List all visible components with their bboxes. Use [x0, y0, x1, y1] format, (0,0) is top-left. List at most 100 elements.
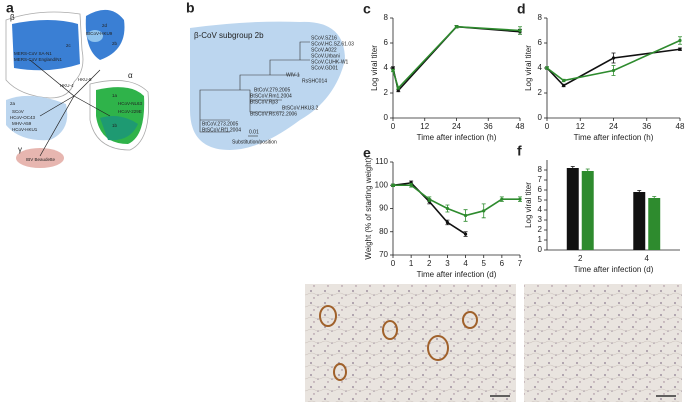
y-tick-label: 8	[538, 165, 543, 174]
y-axis-label: Weight (% of starting weight)	[364, 157, 373, 259]
y-tick-label: 80	[379, 227, 388, 236]
y-tick-label: 2	[384, 88, 389, 97]
group-label: 1a	[112, 93, 118, 98]
error-bar	[585, 168, 590, 171]
error-bar	[652, 196, 657, 198]
x-tick-label: 3	[445, 259, 450, 268]
x-tick-label: 6	[500, 259, 505, 268]
y-tick-label: 5	[538, 195, 543, 204]
group-label: α	[128, 71, 133, 80]
y-tick-label: 4	[538, 205, 543, 214]
tree-b-labels: SCoV.SZ16 SCoV.HC.SZ.61.03 SCoV.A022 SCo…	[202, 35, 354, 145]
taxon: MHV-A59	[12, 121, 32, 126]
x-tick-label: 1	[409, 259, 414, 268]
clade-2c	[12, 20, 80, 71]
panel-label: b	[186, 0, 195, 16]
histology-image	[524, 284, 682, 402]
series-line	[546, 48, 681, 87]
data-point	[611, 68, 616, 73]
y-tick-label: 6	[538, 185, 543, 194]
bar	[648, 198, 661, 250]
x-tick-label: 7	[518, 259, 523, 268]
panel-label: d	[517, 1, 526, 17]
y-tick-label: 2	[538, 88, 543, 97]
x-tick-label: 4	[645, 254, 650, 263]
data-point	[391, 68, 395, 73]
y-tick-label: 7	[538, 175, 543, 184]
tree-title: β-CoV subgroup 2b	[194, 31, 264, 40]
taxon: BtCoV-HKU9	[86, 31, 113, 36]
bar	[566, 168, 579, 250]
taxon: IBV Beaudette	[26, 157, 56, 162]
taxon: SCoV.GD01	[311, 65, 338, 71]
x-tick-label: 0	[391, 122, 396, 131]
data-point	[391, 183, 395, 187]
x-tick-label: 5	[481, 259, 486, 268]
x-tick-label: 0	[545, 122, 550, 131]
taxon: SCoV	[12, 109, 24, 114]
taxon: MERS-CoV SA-N1	[14, 51, 52, 56]
panel-label: c	[363, 1, 371, 17]
bar	[633, 192, 646, 250]
series-line	[546, 39, 681, 82]
scale-value: 0.01	[249, 129, 259, 135]
data-point	[427, 197, 431, 201]
y-tick-label: 110	[375, 157, 388, 166]
group-label: 1b	[112, 123, 118, 128]
taxon: BtSCoV.HKU3.2	[282, 105, 318, 111]
scale-label: Substitution/position	[232, 139, 277, 145]
panel-label: a	[6, 0, 14, 16]
taxon: SCoV.SZ16	[311, 35, 337, 41]
data-point	[409, 183, 413, 187]
clade-gamma	[16, 148, 64, 168]
y-axis-label: Log viral titer	[524, 45, 533, 91]
group-label: γ	[18, 145, 22, 154]
y-tick-label: 2	[538, 225, 543, 234]
data-point	[562, 83, 566, 88]
x-axis-label: Time after infection (d)	[417, 270, 497, 279]
y-tick-label: 0	[384, 113, 389, 122]
data-point	[611, 56, 616, 60]
y-tick-label: 4	[538, 63, 543, 72]
x-tick-label: 2	[427, 259, 432, 268]
y-tick-label: 90	[379, 204, 388, 213]
taxon: HCoV-OC43	[10, 115, 36, 120]
x-tick-label: 2	[578, 254, 583, 263]
taxon: SCoV.CUHK-W1	[311, 59, 349, 65]
x-axis-label: Time after infection (h)	[574, 133, 654, 142]
taxon: HKU-4	[60, 83, 74, 88]
taxon: BtSCoV.Rf1.2004	[202, 127, 241, 133]
x-axis-label: Time after infection (d)	[574, 265, 654, 274]
group-label: 2a	[10, 101, 16, 106]
taxon: HCoV-NL63	[118, 101, 143, 106]
taxon: HCoV-229E	[118, 109, 142, 114]
y-tick-label: 1	[538, 235, 543, 244]
x-axis-label: Time after infection (h)	[417, 133, 497, 142]
tree-branches	[29, 59, 111, 157]
y-tick-label: 4	[384, 63, 389, 72]
y-tick-label: 6	[384, 38, 389, 47]
taxon: BtSCoV.Rm1.2004	[250, 93, 292, 99]
taxon: SCoV.Urbani	[311, 53, 340, 59]
taxon: RsSHC014	[302, 78, 327, 84]
x-tick-label: 12	[576, 122, 585, 131]
data-point	[518, 28, 522, 33]
data-point	[518, 197, 522, 201]
series-line	[392, 25, 521, 90]
panel-label: f	[517, 143, 522, 159]
clade-2d	[87, 30, 103, 42]
taxon: BtCoV.279.2005	[254, 87, 290, 93]
bar	[581, 171, 594, 250]
clade-2a	[6, 95, 68, 141]
data-point	[454, 25, 459, 29]
histology-image	[305, 284, 516, 402]
x-tick-label: 12	[420, 122, 429, 131]
tree-a-labels: β α γ 2c 2d 2a 2b 1a 1b MERS-CoV SA-N1 M…	[10, 13, 143, 162]
data-point	[678, 47, 682, 51]
x-tick-label: 36	[484, 122, 493, 131]
series-line	[393, 184, 520, 217]
data-point	[463, 232, 468, 236]
group-label: 2b	[112, 41, 118, 46]
y-tick-label: 8	[538, 13, 543, 22]
